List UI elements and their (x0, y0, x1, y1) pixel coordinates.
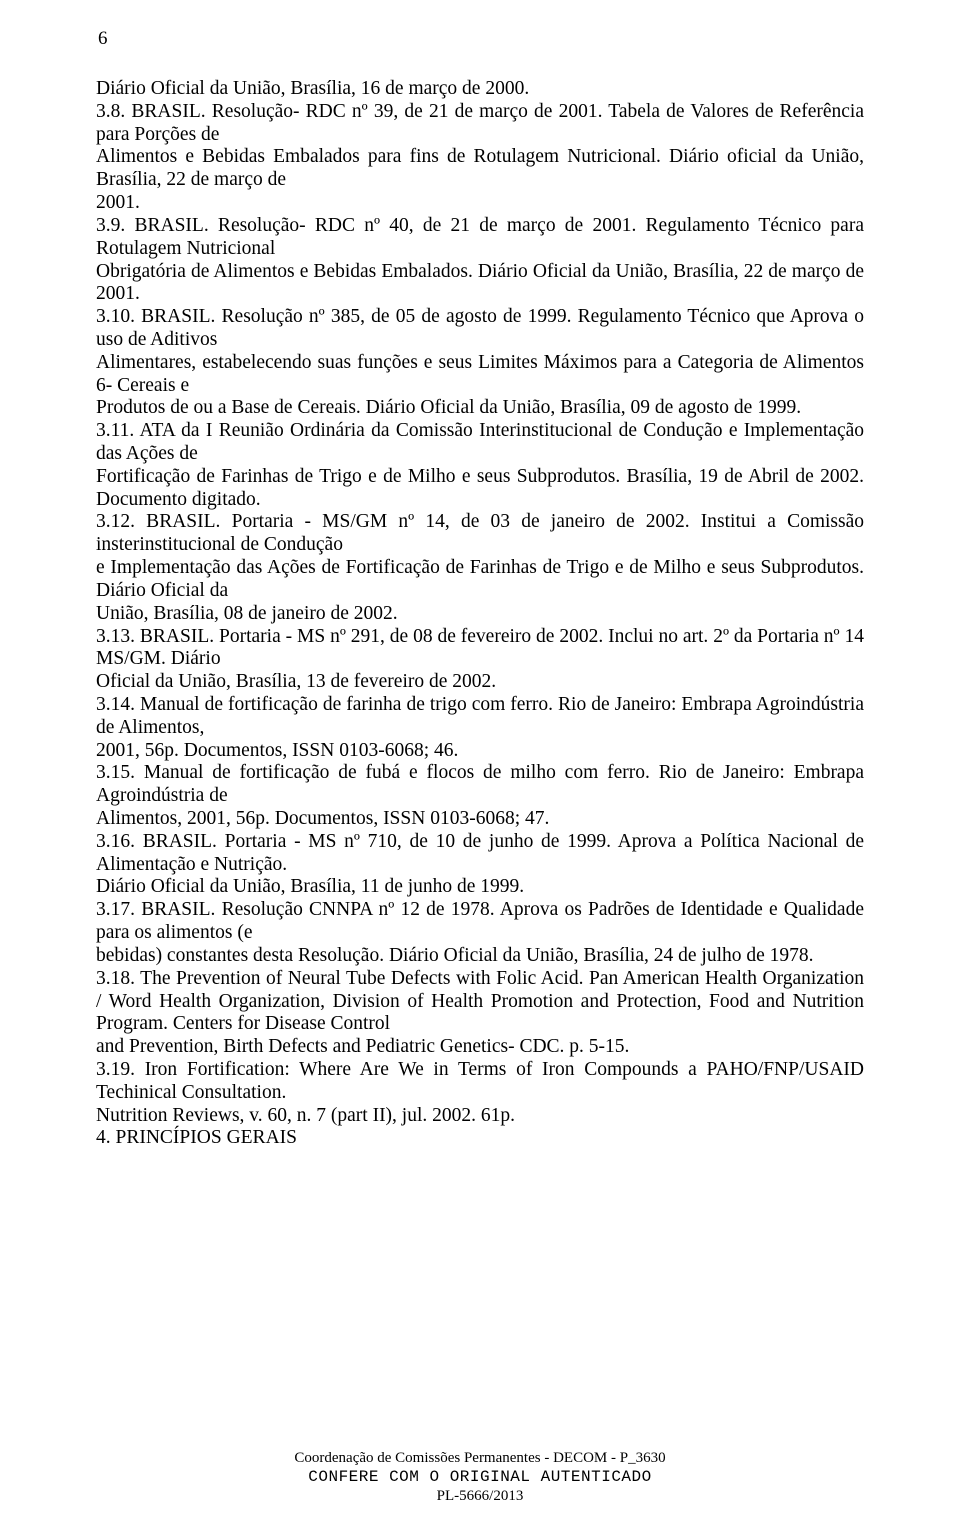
paragraph: 2001, 56p. Documentos, ISSN 0103-6068; 4… (96, 740, 864, 763)
paragraph: Alimentos e Bebidas Embalados para fins … (96, 146, 864, 192)
paragraph: Nutrition Reviews, v. 60, n. 7 (part II)… (96, 1105, 864, 1128)
paragraph: Alimentares, estabelecendo suas funções … (96, 352, 864, 398)
footer-line-2: CONFERE COM O ORIGINAL AUTENTICADO (0, 1467, 960, 1487)
paragraph: bebidas) constantes desta Resolução. Diá… (96, 945, 864, 968)
page-footer: Coordenação de Comissões Permanentes - D… (0, 1449, 960, 1507)
paragraph: Fortificação de Farinhas de Trigo e de M… (96, 466, 864, 512)
paragraph: e Implementação das Ações de Fortificaçã… (96, 557, 864, 603)
paragraph: Obrigatória de Alimentos e Bebidas Embal… (96, 261, 864, 307)
paragraph: 3.17. BRASIL. Resolução CNNPA nº 12 de 1… (96, 899, 864, 945)
paragraph: 3.19. Iron Fortification: Where Are We i… (96, 1059, 864, 1105)
paragraph: Diário Oficial da União, Brasília, 16 de… (96, 78, 864, 101)
paragraph: Produtos de ou a Base de Cereais. Diário… (96, 397, 864, 420)
paragraph: 3.11. ATA da I Reunião Ordinária da Comi… (96, 420, 864, 466)
page-number: 6 (98, 28, 864, 50)
paragraph: 3.9. BRASIL. Resolução- RDC nº 40, de 21… (96, 215, 864, 261)
paragraph: 4. PRINCÍPIOS GERAIS (96, 1127, 864, 1150)
paragraph: 3.14. Manual de fortificação de farinha … (96, 694, 864, 740)
paragraph: 3.13. BRASIL. Portaria - MS nº 291, de 0… (96, 626, 864, 672)
paragraph: 3.18. The Prevention of Neural Tube Defe… (96, 968, 864, 1036)
footer-line-1: Coordenação de Comissões Permanentes - D… (0, 1449, 960, 1468)
paragraph: 3.16. BRASIL. Portaria - MS nº 710, de 1… (96, 831, 864, 877)
paragraph: União, Brasília, 08 de janeiro de 2002. (96, 603, 864, 626)
footer-line-3: PL-5666/2013 (0, 1487, 960, 1506)
document-page: 6 Diário Oficial da União, Brasília, 16 … (0, 0, 960, 1518)
paragraph: 3.10. BRASIL. Resolução nº 385, de 05 de… (96, 306, 864, 352)
paragraph: and Prevention, Birth Defects and Pediat… (96, 1036, 864, 1059)
paragraph: 3.8. BRASIL. Resolução- RDC nº 39, de 21… (96, 101, 864, 147)
body-text-block: Diário Oficial da União, Brasília, 16 de… (96, 78, 864, 1150)
paragraph: Alimentos, 2001, 56p. Documentos, ISSN 0… (96, 808, 864, 831)
paragraph: Diário Oficial da União, Brasília, 11 de… (96, 876, 864, 899)
paragraph: Oficial da União, Brasília, 13 de fevere… (96, 671, 864, 694)
paragraph: 3.15. Manual de fortificação de fubá e f… (96, 762, 864, 808)
paragraph: 2001. (96, 192, 864, 215)
paragraph: 3.12. BRASIL. Portaria - MS/GM nº 14, de… (96, 511, 864, 557)
